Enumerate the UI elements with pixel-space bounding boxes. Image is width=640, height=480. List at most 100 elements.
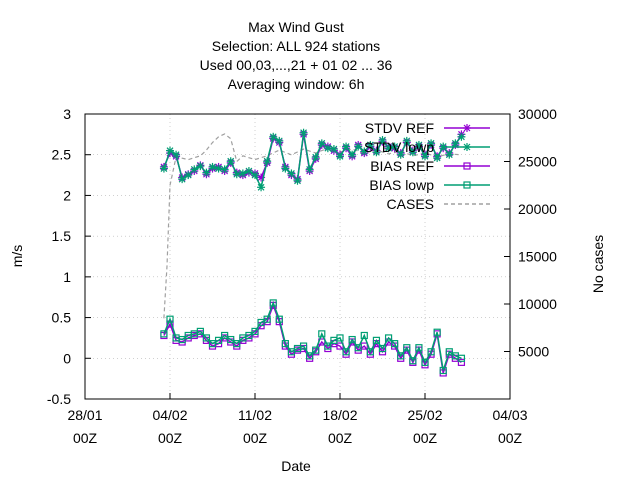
series-bias-ref bbox=[160, 301, 466, 377]
y-tick-label: 1.5 bbox=[52, 228, 72, 244]
y-tick-label: 2.5 bbox=[52, 147, 72, 163]
data-point-bias-ref bbox=[457, 358, 466, 366]
data-point-bias-lowp bbox=[348, 335, 356, 344]
y-tick-label: 0 bbox=[63, 350, 71, 366]
y-tick-label: 2 bbox=[63, 187, 71, 203]
data-point-bias-lowp bbox=[415, 344, 423, 352]
y-tick-label: 1 bbox=[63, 269, 71, 285]
data-point-bias-lowp bbox=[378, 344, 387, 353]
data-point-bias-lowp bbox=[433, 328, 441, 336]
data-point-stdv-lowp bbox=[366, 140, 375, 149]
data-point-stdv-lowp bbox=[263, 157, 272, 166]
data-point-stdv-lowp bbox=[445, 150, 454, 159]
data-point-stdv-lowp bbox=[390, 142, 399, 151]
data-point-stdv-lowp bbox=[178, 175, 187, 184]
series-bias-lowp bbox=[160, 299, 466, 375]
x-tick-label-hour: 00Z bbox=[328, 430, 353, 446]
data-point-bias-lowp bbox=[299, 342, 308, 350]
data-point-bias-lowp bbox=[397, 352, 405, 360]
data-point-bias-lowp bbox=[227, 335, 235, 344]
x-tick-label: 28/01 bbox=[67, 407, 102, 423]
data-point-stdv-lowp bbox=[414, 140, 423, 149]
data-point-bias-lowp bbox=[312, 346, 320, 354]
plot-frame bbox=[84, 113, 511, 400]
data-point-stdv-lowp bbox=[293, 176, 302, 185]
data-point-bias-lowp bbox=[427, 348, 435, 356]
legend-marker bbox=[463, 162, 471, 170]
y2-tick-label: 25000 bbox=[518, 154, 557, 170]
data-point-stdv-lowp bbox=[269, 132, 278, 141]
x-tick-label-hour: 00Z bbox=[73, 430, 98, 446]
data-point-bias-lowp bbox=[251, 327, 259, 336]
title-line-3: Used 00,03,...,21 + 01 02 ... 36 bbox=[200, 57, 393, 73]
data-point-stdv-lowp bbox=[220, 165, 229, 174]
data-point-stdv-lowp bbox=[396, 150, 405, 159]
x-tick-label-hour: 00Z bbox=[498, 430, 523, 446]
y2-axis-label: No cases bbox=[590, 235, 606, 293]
data-point-stdv-lowp bbox=[329, 145, 338, 154]
data-point-stdv-lowp bbox=[311, 153, 320, 162]
data-point-bias-lowp bbox=[178, 335, 186, 344]
title-line-4: Averaging window: 6h bbox=[228, 76, 365, 92]
data-point-stdv-lowp bbox=[226, 157, 235, 166]
data-point-stdv-lowp bbox=[166, 146, 174, 155]
data-point-stdv-lowp bbox=[457, 132, 466, 141]
data-point-bias-lowp bbox=[233, 340, 241, 348]
legend-marker bbox=[463, 143, 471, 151]
x-tick-label-hour: 00Z bbox=[413, 430, 438, 446]
data-point-bias-lowp bbox=[403, 344, 411, 352]
y2-tick-label: 20000 bbox=[518, 201, 557, 217]
data-point-stdv-lowp bbox=[402, 136, 411, 145]
data-point-stdv-lowp bbox=[360, 147, 369, 156]
legend-item-stdv-ref: STDV REF bbox=[365, 120, 490, 136]
data-point-stdv-lowp bbox=[451, 139, 460, 148]
data-point-bias-lowp bbox=[445, 348, 453, 356]
data-point-bias-lowp bbox=[214, 336, 223, 344]
data-point-bias-lowp bbox=[245, 331, 253, 340]
data-point-stdv-lowp bbox=[159, 164, 168, 173]
data-point-stdv-lowp bbox=[184, 171, 193, 180]
legend-item-stdv-lowp: STDV lowp bbox=[364, 139, 490, 155]
data-point-stdv-lowp bbox=[323, 144, 332, 153]
data-point-bias-lowp bbox=[391, 340, 399, 348]
data-point-stdv-lowp bbox=[348, 150, 357, 159]
title-line-2: Selection: ALL 924 stations bbox=[212, 38, 380, 54]
y-tick-label: -0.5 bbox=[47, 391, 71, 407]
data-point-stdv-lowp bbox=[336, 152, 344, 161]
data-point-stdv-lowp bbox=[299, 128, 308, 137]
x-tick-label: 04/03 bbox=[492, 407, 527, 423]
data-point-stdv-lowp bbox=[232, 170, 241, 179]
data-point-bias-lowp bbox=[457, 354, 466, 362]
data-point-bias-lowp bbox=[281, 340, 289, 348]
data-point-bias-lowp bbox=[306, 352, 314, 360]
data-point-stdv-lowp bbox=[275, 136, 284, 145]
data-point-bias-lowp bbox=[439, 366, 447, 375]
legend-item-bias-lowp: BIAS lowp bbox=[369, 177, 490, 193]
x-tick-label: 25/02 bbox=[407, 407, 442, 423]
legend-label: STDV lowp bbox=[364, 139, 434, 155]
data-point-stdv-lowp bbox=[433, 153, 442, 162]
data-point-stdv-lowp bbox=[372, 148, 381, 157]
chart-title: Max Wind Gust Selection: ALL 924 station… bbox=[200, 19, 393, 92]
data-point-stdv-lowp bbox=[287, 169, 296, 178]
y-tick-label: 0.5 bbox=[52, 310, 72, 326]
data-point-stdv-lowp bbox=[257, 183, 266, 192]
x-tick-label-hour: 00Z bbox=[243, 430, 268, 446]
data-point-stdv-lowp bbox=[202, 168, 211, 177]
data-point-bias-lowp bbox=[372, 336, 381, 344]
data-point-stdv-lowp bbox=[190, 165, 199, 174]
data-point-stdv-lowp bbox=[238, 169, 247, 178]
grid bbox=[85, 114, 510, 399]
axis-ticks: -0.5 0 0.5 1 1.5 2 2.5 3 5000 10000 15000 20000 2500… bbox=[47, 106, 557, 446]
data-point-bias-lowp bbox=[160, 330, 168, 338]
data-point-bias-lowp bbox=[202, 334, 211, 342]
y2-tick-label: 30000 bbox=[518, 106, 557, 122]
x-tick-label: 11/02 bbox=[238, 407, 272, 423]
data-point-stdv-lowp bbox=[196, 162, 205, 171]
legend-label: STDV REF bbox=[365, 120, 434, 136]
series-stdv-lowp bbox=[159, 128, 466, 192]
legend-label: BIAS lowp bbox=[369, 177, 434, 193]
data-point-stdv-lowp bbox=[421, 152, 429, 161]
title-line-1: Max Wind Gust bbox=[248, 19, 344, 35]
data-point-stdv-lowp bbox=[214, 164, 223, 173]
